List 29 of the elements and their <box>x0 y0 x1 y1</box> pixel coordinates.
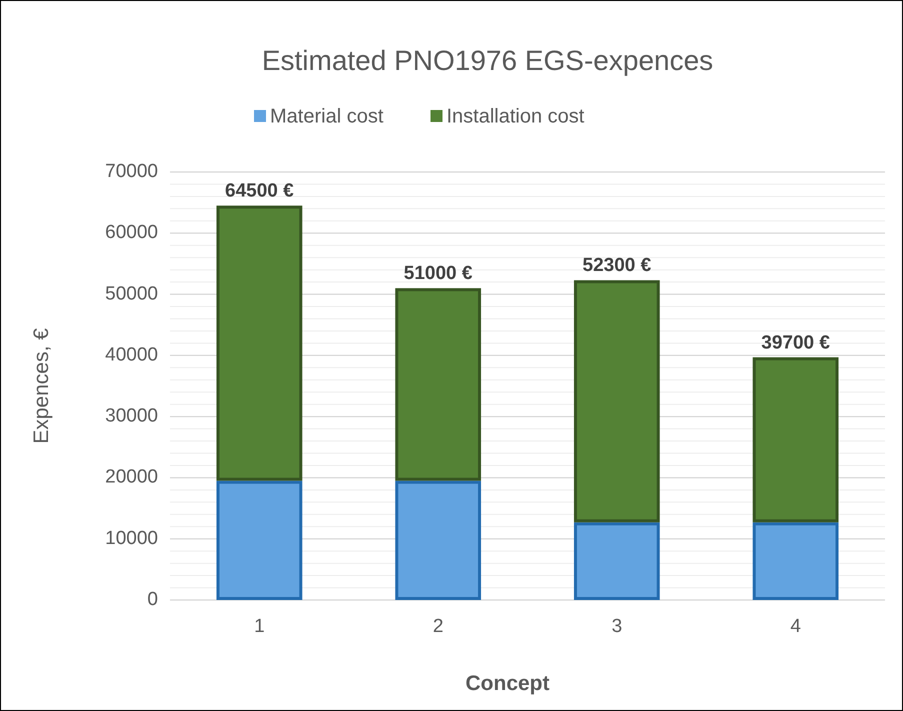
y-tick-label: 20000 <box>105 466 158 488</box>
total-label: 39700 € <box>761 332 830 354</box>
bar <box>395 288 482 481</box>
x-tick-label: 1 <box>254 616 265 637</box>
bar <box>574 522 660 600</box>
y-axis-title: Expences, € <box>30 328 53 444</box>
y-tick-label: 30000 <box>105 406 158 427</box>
bar <box>752 522 839 600</box>
x-axis-title: Concept <box>466 672 550 695</box>
y-tick-label: 60000 <box>105 222 158 244</box>
y-tick-label: 70000 <box>105 161 158 182</box>
x-tick-label: 3 <box>612 616 622 637</box>
total-label: 64500 € <box>225 180 294 202</box>
x-tick-label: 4 <box>790 616 802 637</box>
y-tick-label: 40000 <box>105 344 158 366</box>
y-tick-label: 50000 <box>105 283 158 304</box>
x-tick-label: 2 <box>432 616 444 637</box>
bar <box>574 280 660 522</box>
y-tick-label: 10000 <box>105 528 158 549</box>
total-label: 51000 € <box>404 263 473 284</box>
bar <box>216 206 302 481</box>
legend-label: Material cost <box>270 105 384 128</box>
chart-title: Estimated PNO1976 EGS-expences <box>262 45 714 76</box>
legend-label: Installation cost <box>446 105 585 128</box>
bar <box>752 357 839 522</box>
bar <box>395 480 482 600</box>
y-tick-label: 0 <box>147 589 158 610</box>
bar <box>216 480 302 600</box>
total-label: 52300 € <box>582 255 652 276</box>
